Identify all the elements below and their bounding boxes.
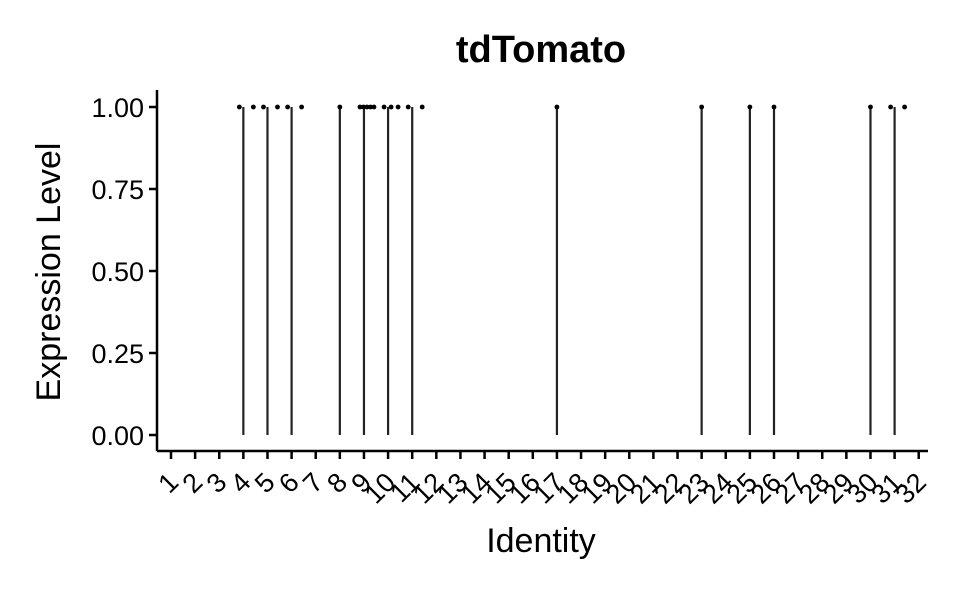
point-26 — [771, 104, 777, 110]
point-8 — [337, 104, 343, 110]
chart-marks — [236, 104, 907, 435]
x-tick-label: 4 — [225, 467, 257, 499]
point-10 — [388, 104, 394, 110]
point-10 — [381, 104, 387, 110]
y-axis-title: Expression Level — [30, 143, 68, 402]
chart-title: tdTomato — [456, 29, 626, 71]
point-9 — [368, 104, 373, 110]
y-tick-label: 0.25 — [91, 339, 144, 369]
x-axis: 1234567891011121314151617181920212223242… — [152, 449, 932, 509]
point-5 — [275, 104, 280, 110]
x-tick-label: 2 — [177, 467, 209, 499]
x-tick-label: 32 — [890, 467, 932, 509]
y-tick-label: 0.75 — [91, 175, 144, 205]
point-11 — [405, 104, 411, 110]
y-axis: 0.00 0.25 0.50 0.75 1.00 — [91, 90, 159, 451]
point-6 — [285, 104, 290, 110]
x-tick-label: 1 — [152, 467, 184, 499]
point-9 — [361, 104, 366, 110]
point-5 — [261, 104, 266, 110]
point-4 — [250, 104, 256, 110]
x-tick-label: 5 — [249, 467, 281, 499]
x-tick-label: 7 — [297, 467, 329, 499]
y-tick-label: 0.00 — [91, 421, 144, 451]
point-6 — [299, 104, 304, 110]
point-25 — [747, 104, 753, 110]
point-9 — [371, 104, 377, 110]
point-17 — [554, 104, 560, 110]
point-4 — [236, 104, 242, 110]
point-31 — [888, 104, 893, 110]
y-tick-label: 1.00 — [91, 93, 144, 123]
x-tick-label: 8 — [321, 467, 353, 499]
point-9 — [357, 104, 363, 110]
point-30 — [868, 104, 873, 110]
point-9 — [364, 104, 370, 110]
point-31 — [902, 104, 907, 110]
x-tick-label: 3 — [201, 467, 233, 499]
point-23 — [699, 104, 705, 110]
x-axis-title: Identity — [486, 522, 596, 560]
x-tick-label: 6 — [273, 467, 305, 499]
y-tick-label: 0.50 — [91, 257, 144, 287]
point-11 — [419, 104, 425, 110]
point-10 — [395, 104, 401, 110]
